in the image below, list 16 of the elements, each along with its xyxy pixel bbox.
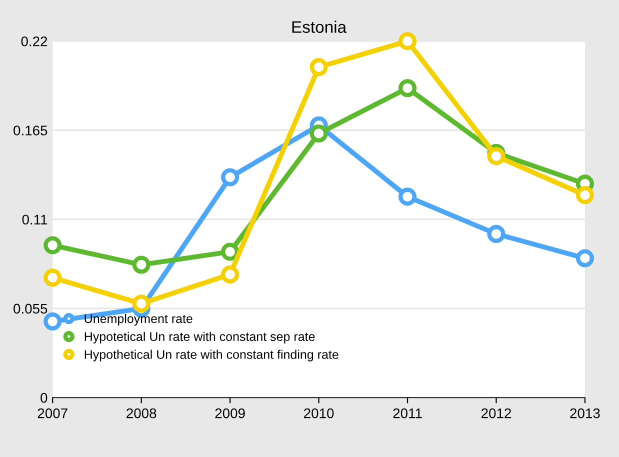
y-tick-label: 0.165	[14, 126, 48, 136]
x-tick-label: 2012	[481, 408, 511, 418]
y-tick-label: 0	[40, 392, 48, 403]
y-tick-label: 0.22	[21, 36, 48, 46]
x-tick-label: 2010	[304, 408, 334, 418]
x-tick-label: 2013	[570, 408, 600, 418]
x-tick-label: 2011	[393, 408, 422, 418]
x-tick-label: 2009	[215, 408, 245, 418]
legend-label: Unemployment rate	[84, 314, 192, 326]
y-tick-label: 0.055	[14, 304, 48, 314]
x-tick-label: 2008	[126, 408, 156, 418]
chart-title: Estonia	[292, 20, 347, 33]
legend-label: Hypothetical Un rate with constant finding rate	[84, 350, 338, 362]
legend-label: Hypotetical Un rate with constant sep rate	[84, 332, 315, 344]
x-tick-label: 2007	[38, 408, 68, 418]
y-tick-label: 0.11	[22, 214, 48, 225]
